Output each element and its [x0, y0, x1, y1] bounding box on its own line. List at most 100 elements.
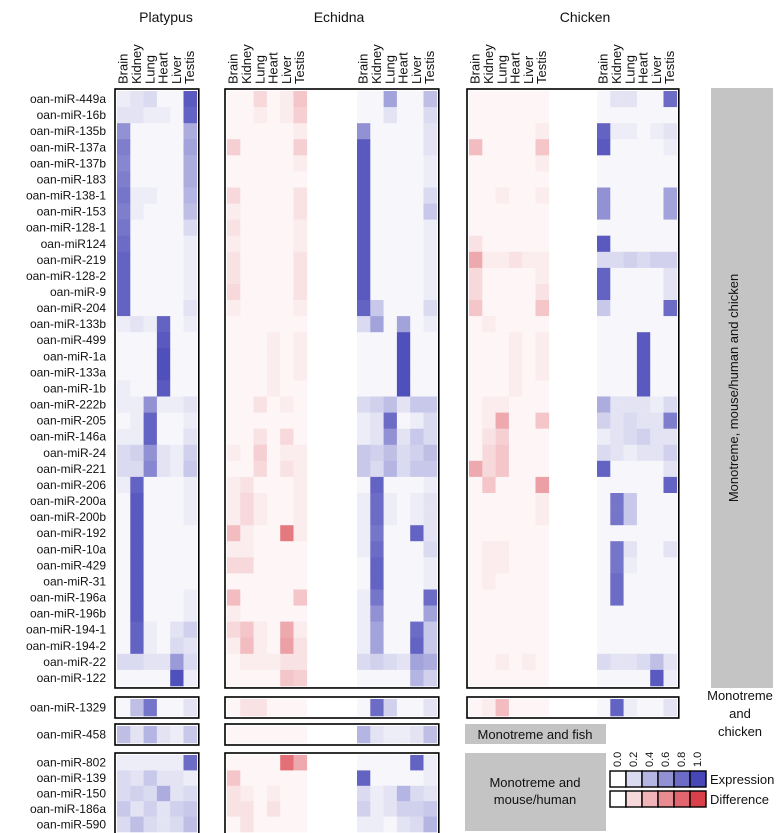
- heatmap-cell: [423, 251, 438, 269]
- heatmap-cell: [597, 123, 611, 140]
- heatmap-cell: [253, 557, 268, 574]
- heatmap-cell: [482, 525, 496, 542]
- heatmap-cell: [130, 155, 144, 172]
- heatmap-cell: [410, 669, 424, 687]
- heatmap-cell: [117, 267, 131, 285]
- section-label-monotreme-and-fish: Monotreme and fish: [478, 727, 593, 742]
- heatmap-cell: [610, 91, 624, 108]
- heatmap-cell: [143, 155, 158, 172]
- heatmap-cell: [370, 412, 384, 429]
- panel-frame: [224, 752, 440, 833]
- heatmap-cell: [266, 219, 281, 236]
- heatmap-cell: [183, 509, 198, 526]
- heatmap-cell: [535, 589, 550, 606]
- heatmap-cell: [383, 107, 398, 124]
- heatmap-cell: [117, 541, 131, 558]
- heatmap-cell: [130, 428, 144, 446]
- heatmap-cell: [370, 755, 384, 771]
- heatmap-cell: [117, 525, 131, 542]
- heatmap-cell: [522, 267, 536, 285]
- heatmap-cell: [280, 251, 294, 269]
- heatmap-cell: [650, 460, 664, 478]
- heatmap-cell: [663, 251, 678, 269]
- heatmap-cell: [423, 476, 438, 494]
- heatmap-cell: [266, 726, 281, 744]
- heatmap-cell: [170, 444, 184, 462]
- heatmap-cell: [410, 444, 424, 462]
- heatmap-cell: [117, 107, 131, 124]
- legend-tick-label: 0.0: [612, 752, 624, 767]
- legend-expression-swatch: [641, 770, 659, 788]
- heatmap-cell: [383, 541, 398, 558]
- heatmap-cell: [636, 284, 651, 301]
- heatmap-cell: [227, 332, 241, 349]
- heatmap-cell: [253, 785, 268, 802]
- heatmap-cell: [143, 332, 158, 349]
- heatmap-cell: [396, 785, 411, 802]
- heatmap-cell: [357, 396, 371, 413]
- heatmap-cell: [636, 573, 651, 590]
- heatmap-cell: [293, 525, 308, 542]
- heatmap-cell: [535, 653, 550, 671]
- heatmap-cell: [357, 155, 371, 172]
- heatmap-cell: [423, 300, 438, 317]
- heatmap-cell: [370, 155, 384, 172]
- heatmap-cell: [170, 509, 184, 526]
- heatmap-cell: [170, 589, 184, 606]
- heatmap-cell: [636, 525, 651, 542]
- heatmap-cell: [535, 605, 550, 622]
- heatmap-cell: [469, 589, 483, 606]
- mirna-label: oan-miR-590: [37, 817, 107, 831]
- heatmap-cell: [130, 589, 144, 606]
- heatmap-cell: [423, 171, 438, 188]
- heatmap-cell: [183, 637, 198, 655]
- heatmap-cell: [410, 364, 424, 381]
- heatmap-cell: [383, 91, 398, 108]
- tissue-label: Kidney: [481, 44, 496, 84]
- heatmap-cell: [495, 91, 510, 108]
- heatmap-cell: [522, 139, 536, 156]
- heatmap-cell: [423, 235, 438, 253]
- heatmap-cell: [357, 219, 371, 236]
- heatmap-cell: [143, 412, 158, 429]
- tissue-label: Liver: [521, 55, 536, 84]
- heatmap-cell: [482, 669, 496, 687]
- heatmap-cell: [280, 770, 294, 787]
- heatmap-cell: [280, 123, 294, 140]
- heatmap-cell: [156, 107, 171, 124]
- heatmap-cell: [597, 348, 611, 365]
- heatmap-cell: [522, 171, 536, 188]
- heatmap-cell: [623, 493, 638, 510]
- heatmap-cell: [227, 203, 241, 220]
- heatmap-cell: [280, 203, 294, 220]
- heatmap-cell: [636, 235, 651, 253]
- heatmap-cell: [410, 235, 424, 253]
- heatmap-cell: [535, 348, 550, 365]
- heatmap-cell: [143, 444, 158, 462]
- heatmap-cell: [597, 509, 611, 526]
- heatmap-cell: [183, 726, 198, 744]
- heatmap-cell: [597, 155, 611, 172]
- heatmap-cell: [280, 139, 294, 156]
- heatmap-cell: [240, 816, 254, 833]
- heatmap-cell: [650, 235, 664, 253]
- heatmap-cell: [370, 801, 384, 817]
- mirna-label: oan-miR-128-1: [26, 221, 106, 235]
- heatmap-cell: [535, 139, 550, 156]
- heatmap-cell: [597, 541, 611, 558]
- heatmap-cell: [280, 669, 294, 687]
- heatmap-cell: [183, 699, 198, 717]
- heatmap-cell: [508, 316, 523, 333]
- heatmap-cell: [522, 219, 536, 236]
- heatmap-cell: [170, 235, 184, 253]
- heatmap-cell: [508, 364, 523, 381]
- heatmap-cell: [156, 541, 171, 558]
- heatmap-cell: [240, 444, 254, 462]
- heatmap-cell: [495, 460, 510, 478]
- heatmap-cell: [143, 726, 158, 744]
- heatmap-cell: [183, 541, 198, 558]
- heatmap-cell: [597, 476, 611, 494]
- heatmap-cell: [650, 267, 664, 285]
- heatmap-cell: [130, 364, 144, 381]
- heatmap-cell: [623, 267, 638, 285]
